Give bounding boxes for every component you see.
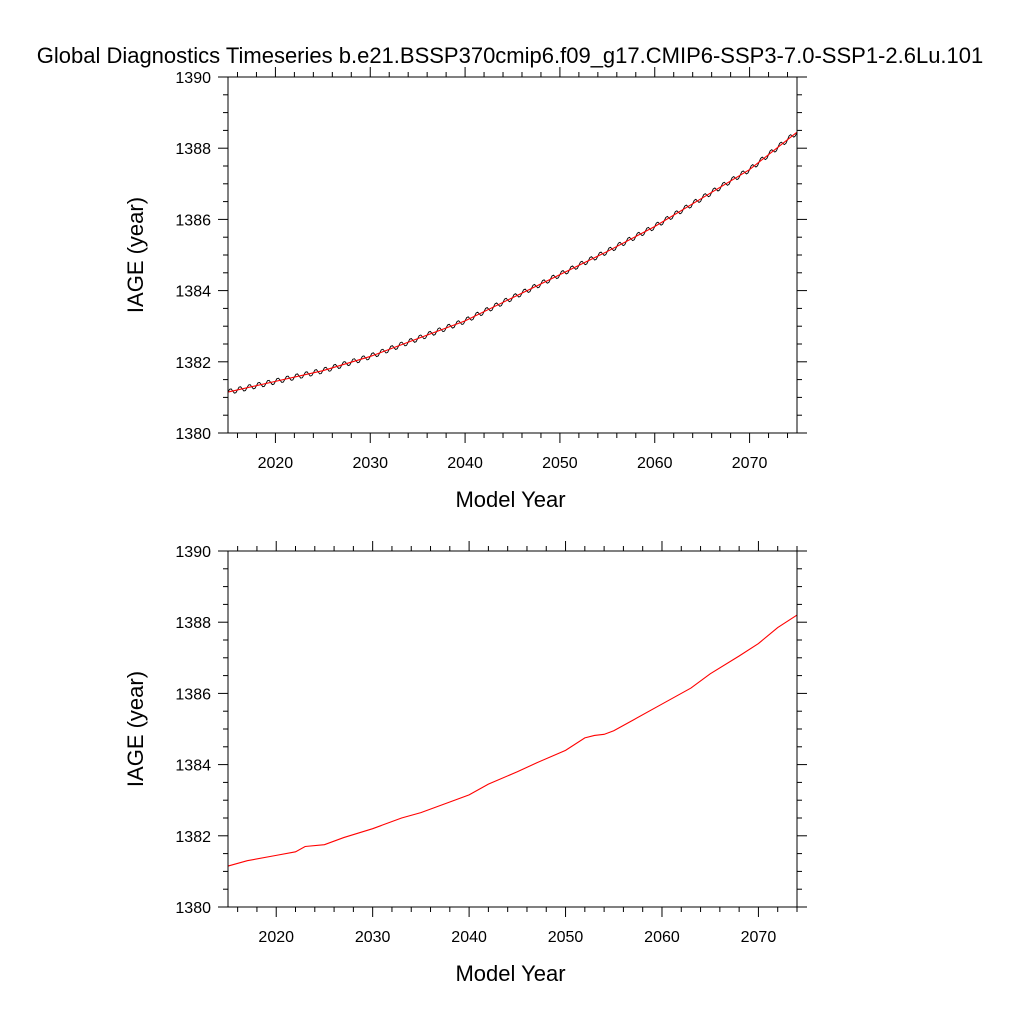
series-line-annual-mean	[227, 131, 798, 393]
series-line-monthly	[227, 132, 798, 394]
series-line-annual-mean	[227, 614, 798, 867]
y-tick-label: 1386	[175, 212, 211, 229]
x-tick-label: 2030	[352, 455, 388, 472]
y-tick-label: 1386	[175, 686, 211, 703]
y-tick-label: 1380	[175, 900, 211, 917]
y-tick-label: 1380	[175, 426, 211, 443]
y-tick-label: 1384	[175, 758, 211, 775]
x-tick-label: 2020	[258, 929, 294, 946]
y-tick-label: 1390	[175, 544, 211, 561]
x-tick-label: 2040	[451, 929, 487, 946]
x-tick-label: 2050	[542, 455, 578, 472]
plot-frame	[227, 550, 798, 908]
y-tick-label: 1382	[175, 355, 211, 372]
y-axis-label: IAGE (year)	[123, 671, 148, 787]
y-tick-label: 1388	[175, 141, 211, 158]
x-tick-label: 2040	[447, 455, 483, 472]
x-axis-label: Model Year	[455, 961, 565, 986]
x-tick-label: 2060	[637, 455, 673, 472]
y-tick-label: 1390	[175, 70, 211, 87]
chart-title: Global Diagnostics Timeseries b.e21.BSSP…	[37, 43, 984, 68]
top-panel: 2020 2030 2040 2050 2060 2070 1380 1382 1384 1386…	[123, 67, 807, 512]
x-axis-label: Model Year	[455, 487, 565, 512]
plot-frame	[227, 76, 798, 434]
x-tick-label: 2060	[644, 929, 680, 946]
bottom-panel: 2020 2030 2040 2050 2060 2070 1380 1382 1384 1386…	[123, 541, 807, 986]
y-tick-label: 1382	[175, 829, 211, 846]
x-tick-label: 2070	[732, 455, 768, 472]
x-tick-label: 2020	[258, 455, 294, 472]
y-tick-label: 1388	[175, 615, 211, 632]
x-tick-label: 2050	[548, 929, 584, 946]
x-tick-label: 2070	[741, 929, 777, 946]
x-tick-label: 2030	[355, 929, 391, 946]
y-axis-label: IAGE (year)	[123, 197, 148, 313]
y-tick-label: 1384	[175, 284, 211, 301]
